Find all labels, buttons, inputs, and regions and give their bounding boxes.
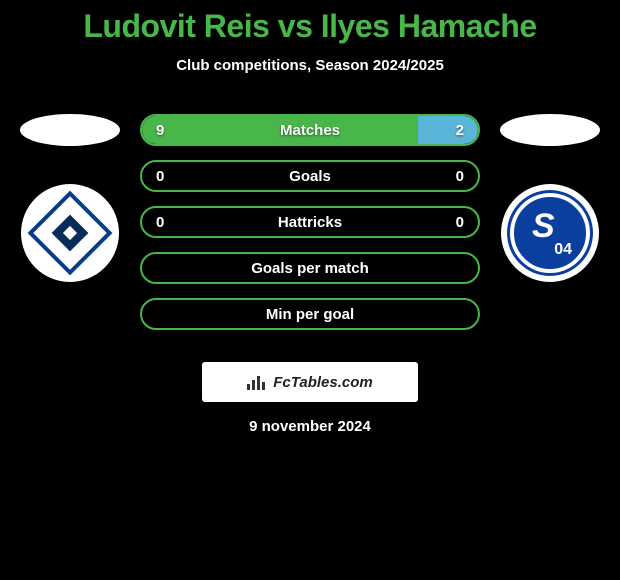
stat-row: 92Matches [140,114,480,146]
stat-row: 00Hattricks [140,206,480,238]
stat-label: Matches [142,122,478,139]
stat-label: Hattricks [142,214,478,231]
comparison-content: S 04 92Matches 00Goals 00Hattricks Goals pe… [0,114,620,354]
stat-label: Goals per match [142,260,478,277]
player-left-placeholder [20,114,120,146]
comparison-date: 9 november 2024 [0,418,620,435]
stat-label: Goals [142,168,478,185]
stat-row: Goals per match [140,252,480,284]
comparison-subtitle: Club competitions, Season 2024/2025 [0,57,620,74]
comparison-title: Ludovit Reis vs Ilyes Hamache [0,0,620,45]
club-logo-left [21,184,119,282]
stat-row: Min per goal [140,298,480,330]
club-logo-right: S 04 [501,184,599,282]
player-left-column [10,114,130,282]
hsv-logo-icon [28,191,113,276]
attribution-badge: FcTables.com [202,362,418,402]
stat-label: Min per goal [142,306,478,323]
stats-bars: 92Matches 00Goals 00Hattricks Goals per mat… [140,114,480,344]
player-right-column: S 04 [490,114,610,282]
stat-row: 00Goals [140,160,480,192]
schalke-logo-icon: S 04 [510,193,590,273]
bars-chart-icon [247,374,267,390]
attribution-text: FcTables.com [273,374,372,391]
player-right-placeholder [500,114,600,146]
